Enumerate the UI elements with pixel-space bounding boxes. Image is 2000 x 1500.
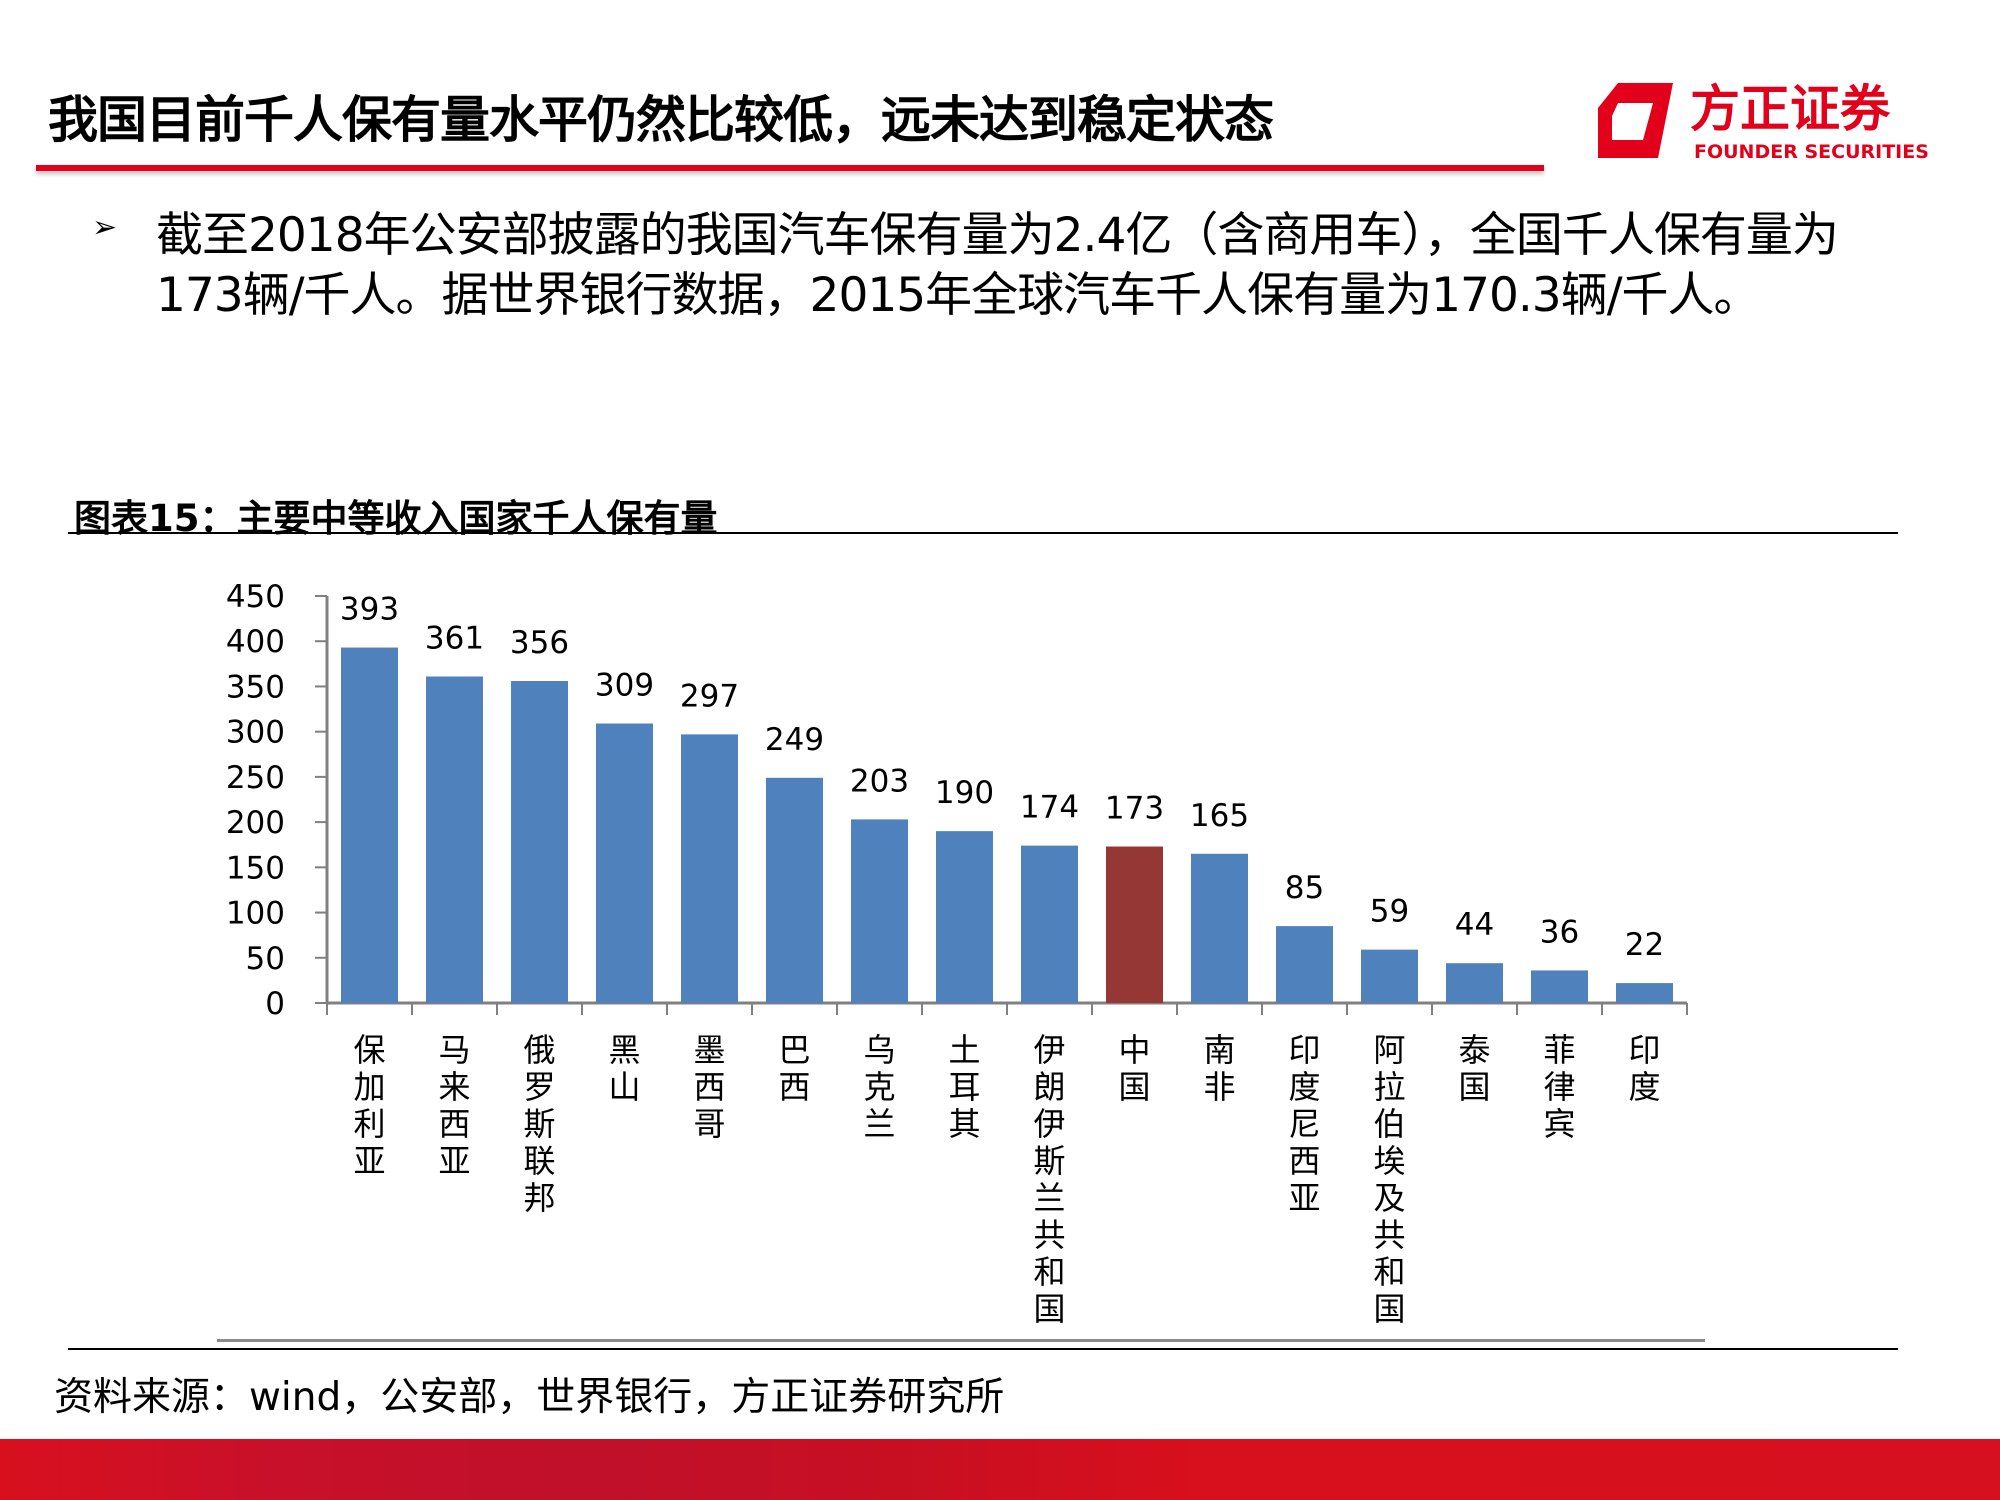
y-tick-label: 200 bbox=[226, 805, 285, 841]
y-tick-label: 350 bbox=[226, 669, 285, 705]
x-tick-label: 巴西 bbox=[778, 1031, 810, 1106]
bar-伊朗伊斯兰共和国 bbox=[1021, 845, 1078, 1003]
bar-土耳其 bbox=[936, 831, 993, 1003]
data-label: 59 bbox=[1370, 894, 1409, 930]
y-tick-label: 300 bbox=[226, 715, 285, 751]
x-tick-label: 伊朗伊斯兰共和国 bbox=[1033, 1031, 1065, 1328]
bar-马来西亚 bbox=[426, 676, 483, 1003]
x-tick-label: 墨西哥 bbox=[693, 1031, 725, 1143]
x-tick-label: 马来西亚 bbox=[438, 1031, 470, 1180]
data-label: 190 bbox=[935, 775, 994, 811]
footer-band bbox=[0, 1439, 2000, 1500]
data-label: 393 bbox=[340, 592, 399, 628]
bar-印度 bbox=[1616, 983, 1673, 1003]
x-tick-label: 土耳其 bbox=[948, 1031, 980, 1143]
y-tick-label: 150 bbox=[226, 850, 285, 886]
logo-mark-icon: 方正证券 FOUNDER SECURITIES bbox=[1598, 80, 1929, 163]
x-tick-label: 乌克兰 bbox=[863, 1031, 895, 1143]
bar-南非 bbox=[1191, 853, 1248, 1003]
logo-text-en: FOUNDER SECURITIES bbox=[1694, 141, 1928, 163]
bar-印度尼西亚 bbox=[1276, 926, 1333, 1003]
founder-securities-logo: 方正证券 FOUNDER SECURITIES bbox=[1598, 78, 1929, 168]
x-tick-label: 印度尼西亚 bbox=[1288, 1031, 1320, 1217]
data-label: 174 bbox=[1020, 790, 1079, 826]
bar-泰国 bbox=[1446, 963, 1503, 1003]
bar-中国 bbox=[1106, 846, 1163, 1003]
logo-text-cn: 方正证券 bbox=[1690, 80, 1891, 138]
data-label: 356 bbox=[510, 625, 569, 661]
data-label: 165 bbox=[1190, 798, 1249, 834]
data-label: 22 bbox=[1625, 927, 1664, 963]
x-tick-label: 阿拉伯埃及共和国 bbox=[1373, 1031, 1405, 1328]
title-divider bbox=[36, 165, 1544, 171]
bullet-paragraph: 截至2018年公安部披露的我国汽车保有量为2.4亿（含商用车），全国千人保有量为… bbox=[156, 208, 1839, 323]
bar-保加利亚 bbox=[341, 647, 398, 1003]
y-tick-label: 0 bbox=[265, 986, 285, 1022]
bar-乌克兰 bbox=[851, 819, 908, 1003]
data-label: 44 bbox=[1455, 907, 1494, 943]
data-label: 173 bbox=[1105, 791, 1164, 827]
x-tick-label: 南非 bbox=[1203, 1031, 1235, 1106]
page-title: 我国目前千人保有量水平仍然比较低，远未达到稳定状态 bbox=[48, 91, 1274, 149]
bar-墨西哥 bbox=[681, 734, 738, 1003]
arrow-bullet-icon: ➢ bbox=[92, 210, 118, 245]
bar-黑山 bbox=[596, 723, 653, 1003]
y-tick-label: 100 bbox=[226, 896, 285, 932]
data-label: 203 bbox=[850, 763, 909, 799]
x-tick-label: 泰国 bbox=[1458, 1031, 1490, 1106]
data-label: 85 bbox=[1285, 870, 1324, 906]
source-divider bbox=[68, 1348, 1898, 1350]
bar-俄罗斯联邦 bbox=[511, 681, 568, 1003]
data-label: 36 bbox=[1540, 914, 1579, 950]
bar-阿拉伯埃及共和国 bbox=[1361, 949, 1418, 1003]
y-tick-label: 400 bbox=[226, 624, 285, 660]
y-tick-label: 250 bbox=[226, 760, 285, 796]
caption-divider bbox=[68, 532, 1898, 534]
y-tick-label: 450 bbox=[226, 579, 285, 615]
bar-巴西 bbox=[766, 777, 823, 1003]
y-tick-label: 50 bbox=[246, 941, 285, 977]
x-tick-label: 俄罗斯联邦 bbox=[523, 1031, 555, 1217]
x-tick-label: 中国 bbox=[1118, 1031, 1150, 1106]
x-tick-label: 菲律宾 bbox=[1543, 1031, 1575, 1143]
data-label: 309 bbox=[595, 668, 654, 704]
x-tick-label: 印度 bbox=[1628, 1031, 1660, 1106]
source-note: 资料来源：wind，公安部，世界银行，方正证券研究所 bbox=[54, 1375, 1005, 1420]
x-tick-label: 保加利亚 bbox=[353, 1031, 385, 1180]
chart-bottom-divider bbox=[217, 1339, 1705, 1342]
bar-chart: 0 50 100 150 200 250 300 350 400 450 393 保加利亚 361 马来西… bbox=[226, 579, 1688, 1328]
data-label: 297 bbox=[680, 678, 739, 714]
x-tick-label: 黑山 bbox=[608, 1031, 640, 1106]
bar-菲律宾 bbox=[1531, 970, 1588, 1003]
data-label: 361 bbox=[425, 620, 484, 656]
data-label: 249 bbox=[765, 722, 824, 758]
